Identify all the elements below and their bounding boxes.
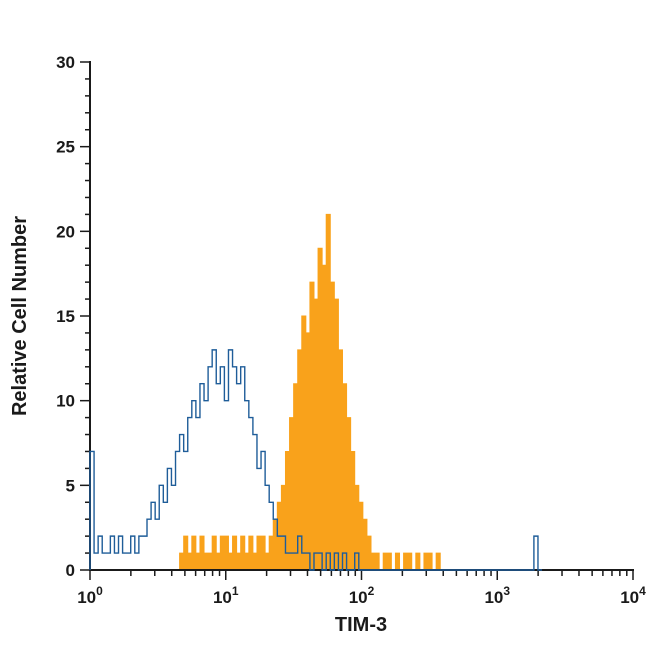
blue-outline-histogram xyxy=(89,349,543,571)
y-axis-label: Relative Cell Number xyxy=(9,216,31,416)
y-tick-label: 5 xyxy=(66,476,75,495)
y-tick-label: 0 xyxy=(66,561,75,580)
y-tick-label: 25 xyxy=(56,138,75,157)
y-tick-label: 20 xyxy=(56,222,75,241)
series-layer-back xyxy=(179,213,449,571)
orange-filled-histogram xyxy=(179,213,449,571)
y-tick-label: 30 xyxy=(56,53,75,72)
x-tick-label: 101 xyxy=(213,584,239,607)
x-tick-label: 100 xyxy=(77,584,103,607)
x-tick-label: 103 xyxy=(484,584,510,607)
series-layer-front xyxy=(89,349,543,571)
x-tick-label: 104 xyxy=(620,584,646,607)
axes xyxy=(89,61,634,571)
y-tick-label: 10 xyxy=(56,392,75,411)
y-tick-label: 15 xyxy=(56,307,75,326)
x-tick-label: 102 xyxy=(349,584,375,607)
x-axis-label: TIM-3 xyxy=(335,614,387,636)
